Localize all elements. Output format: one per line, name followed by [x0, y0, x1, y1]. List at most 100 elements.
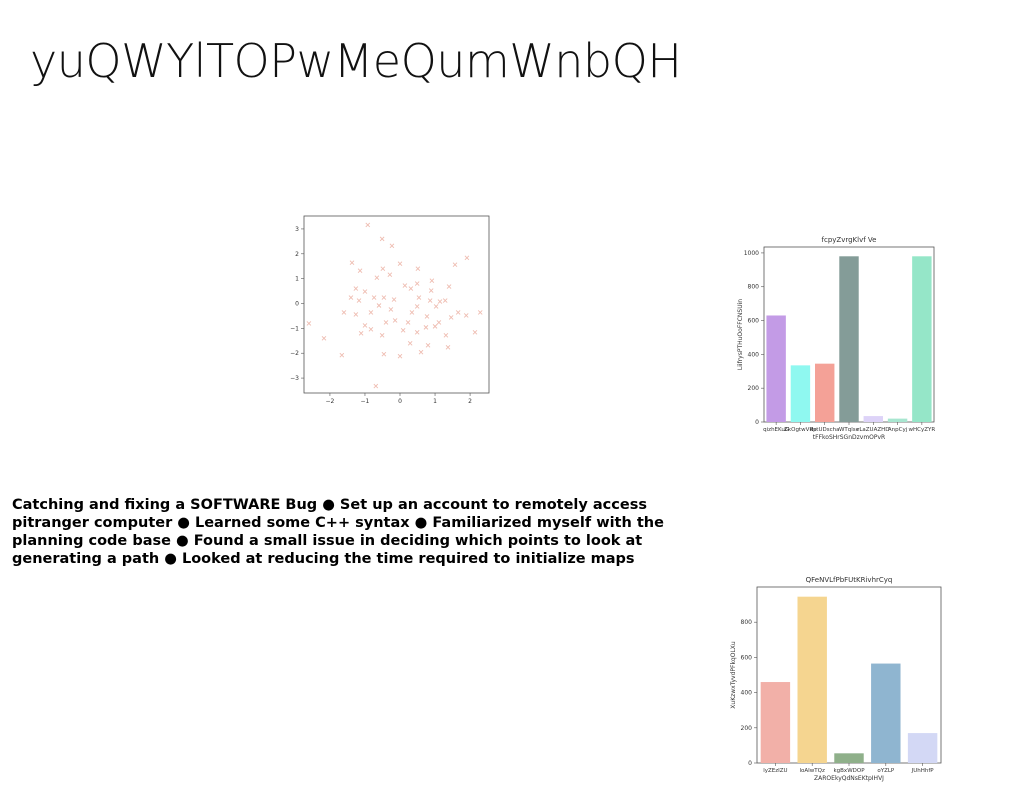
scatter-point: [381, 295, 387, 300]
y-tick-label: −3: [290, 375, 299, 382]
scatter-point: [306, 321, 312, 326]
bar: [797, 596, 827, 763]
slide-title: yuQWYlTOPwMeQumWnbQH: [30, 34, 682, 88]
x-tick-label: 2: [468, 398, 472, 405]
y-tick-label: 400: [741, 690, 753, 697]
y-tick-label: 0: [295, 301, 299, 308]
x-tick-label: wHCyZYR: [909, 427, 936, 433]
scatter-point: [414, 304, 420, 309]
bar: [863, 416, 883, 422]
scatter-point: [357, 268, 363, 274]
y-tick-label: 800: [741, 619, 753, 626]
y-tick-label: 600: [748, 318, 760, 325]
bar: [839, 256, 859, 422]
scatter-point: [339, 352, 345, 358]
scatter-point: [445, 344, 451, 350]
y-tick-label: 3: [295, 226, 299, 233]
scatter-point: [427, 298, 433, 303]
scatter-point: [428, 288, 434, 293]
scatter-point: [472, 330, 478, 335]
x-tick-label: kgBxWDOP: [833, 768, 865, 774]
scatter-point: [405, 320, 411, 325]
x-tick-label: JUhHhfP: [911, 768, 935, 774]
scatter-point: [429, 278, 435, 283]
scatter-point: [349, 260, 355, 266]
x-tick-label: 0: [398, 398, 402, 405]
scatter-point: [358, 331, 364, 336]
scatter-point: [407, 340, 413, 346]
x-tick-label: −1: [361, 398, 370, 405]
scatter-point: [362, 323, 368, 328]
x-tick-label: qizhEKuG: [763, 427, 789, 433]
scatter-point: [402, 283, 408, 288]
x-tick-label: loAIwTQz: [800, 768, 825, 774]
x-tick-label: WTqlse: [839, 427, 860, 433]
scatter-point: [389, 243, 395, 249]
y-tick-label: 200: [748, 385, 760, 392]
scatter-point: [368, 327, 374, 332]
y-tick-label: 200: [741, 725, 753, 732]
scatter-point: [414, 330, 420, 335]
scatter-point: [409, 310, 415, 315]
y-tick-label: 800: [748, 284, 760, 291]
scatter-point: [425, 342, 431, 348]
bar: [815, 363, 835, 422]
scatter-point: [353, 312, 359, 317]
x-tick-label: dstUDscha: [810, 427, 840, 433]
scatter-point: [391, 297, 397, 302]
bar: [760, 682, 791, 763]
x-tick-label: 1: [433, 398, 437, 405]
bar: [912, 256, 932, 422]
scatter-point: [388, 307, 394, 312]
scatter-point: [397, 261, 403, 267]
scatter-point: [416, 295, 422, 300]
scatter-point: [321, 335, 327, 341]
scatter-point: [379, 236, 385, 242]
scatter-point: [414, 281, 420, 286]
scatter-point: [373, 383, 379, 389]
slide-body: Catching and fixing a SOFTWARE Bug ● Set…: [12, 497, 664, 567]
y-tick-label: 600: [741, 654, 753, 661]
x-tick-label: lyZEzIZU: [763, 768, 787, 774]
scatter-point: [455, 310, 461, 315]
x-tick-label: ZkOgtwVRp: [784, 427, 817, 433]
scatter-point: [356, 298, 362, 303]
scatter-point: [436, 320, 442, 325]
scatter-point: [365, 222, 371, 228]
scatter-point: [448, 315, 454, 320]
scatter-point: [443, 333, 449, 338]
scatter-point: [442, 298, 448, 303]
bar: [871, 663, 901, 763]
x-tick-label: oYZLP: [877, 768, 895, 774]
y-axis-label: XuKzwxTyvdPFkqOLXu: [730, 641, 737, 709]
scatter-point: [400, 328, 406, 333]
bar: [790, 365, 811, 422]
scatter-point: [415, 266, 421, 272]
scatter-point: [368, 310, 374, 315]
y-axis-label: LiifrysPTHuOoFFCNSUin: [737, 299, 744, 370]
x-tick-label: rLaZUAZHD: [857, 427, 889, 433]
scatter-point: [424, 314, 430, 319]
x-axis-label: ZAROEkyQdNsEKtpIHVJ: [814, 775, 884, 782]
scatter-point: [433, 304, 439, 309]
scatter-point: [353, 286, 359, 291]
scatter-point: [408, 286, 414, 291]
scatter-point: [477, 310, 483, 315]
y-tick-label: −1: [290, 325, 299, 332]
scatter-point: [341, 310, 347, 315]
scatter-point: [452, 262, 458, 268]
y-tick-label: 2: [295, 251, 299, 258]
plot-frame: [303, 215, 490, 394]
chart-title: QFeNVLfPbFUtKRivhrCyq: [806, 576, 893, 584]
y-tick-label: 400: [748, 351, 760, 358]
scatter-point: [387, 272, 393, 277]
scatter-point: [463, 313, 469, 318]
x-tick-label: −2: [325, 398, 334, 405]
y-tick-label: −2: [290, 350, 299, 357]
scatter-point: [348, 295, 354, 300]
scatter-point: [437, 299, 443, 304]
scatter-point: [397, 353, 403, 359]
scatter-point: [374, 275, 380, 280]
scatter-point: [381, 351, 387, 357]
